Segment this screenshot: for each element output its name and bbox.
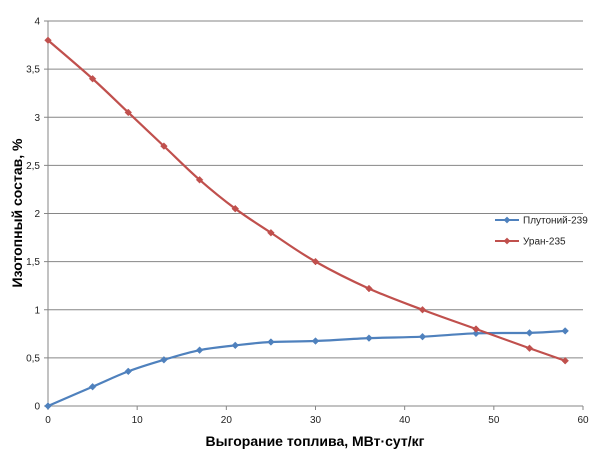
data-point bbox=[195, 346, 204, 354]
data-point bbox=[160, 356, 168, 364]
tick-labels: 00,511,522,533,540 10 20 30 40 50 60 bbox=[26, 17, 589, 427]
data-point bbox=[472, 329, 480, 338]
data-point bbox=[231, 341, 240, 350]
legend: Плутоний-239 Уран-235 bbox=[495, 216, 588, 248]
series bbox=[44, 36, 569, 410]
data-point bbox=[525, 344, 534, 353]
x-axis-title: Выгорание топлива, МВт·сут/кг bbox=[206, 433, 425, 449]
x-tick-label: 30 bbox=[310, 415, 322, 426]
x-tick-label: 40 bbox=[399, 415, 411, 426]
data-point bbox=[525, 329, 534, 337]
series-line-plutonium-239 bbox=[47, 329, 566, 408]
data-point bbox=[124, 367, 133, 376]
data-point bbox=[44, 402, 52, 410]
x-tick-label: 10 bbox=[132, 415, 144, 426]
data-point bbox=[365, 334, 373, 342]
y-tick-label: 1 bbox=[34, 305, 40, 316]
data-point bbox=[418, 305, 427, 314]
data-point bbox=[195, 176, 204, 184]
data-point bbox=[561, 327, 569, 335]
legend-label: Плутоний-239 bbox=[523, 216, 588, 227]
y-axis-title: Изотопный состав, % bbox=[9, 138, 25, 287]
data-point bbox=[561, 357, 569, 365]
legend-item-uranium-235: Уран-235 bbox=[495, 237, 566, 248]
data-point bbox=[124, 108, 133, 117]
data-point bbox=[472, 325, 480, 333]
data-point bbox=[160, 142, 168, 150]
y-tick-label: 2,5 bbox=[26, 161, 40, 172]
y-tick-label: 3,5 bbox=[26, 65, 40, 76]
legend-swatch-marker bbox=[503, 237, 511, 245]
legend-swatch-marker bbox=[503, 216, 511, 224]
y-tick-label: 3 bbox=[34, 113, 40, 124]
data-point bbox=[231, 204, 240, 213]
gridlines bbox=[48, 20, 583, 359]
y-tick-label: 0,5 bbox=[26, 353, 40, 364]
y-tick-label: 2 bbox=[34, 209, 40, 220]
data-point bbox=[267, 228, 275, 237]
data-point bbox=[44, 36, 52, 45]
x-tick-label: 60 bbox=[577, 415, 589, 426]
legend-label: Уран-235 bbox=[523, 237, 566, 248]
x-tick-label: 0 bbox=[45, 415, 51, 426]
y-tick-label: 1,5 bbox=[26, 257, 40, 268]
series-plutonium-239 bbox=[44, 327, 569, 410]
y-tick-label: 4 bbox=[34, 17, 40, 28]
series-uranium-235 bbox=[44, 36, 569, 365]
data-point bbox=[88, 74, 97, 83]
y-tick-label: 0 bbox=[34, 402, 40, 413]
data-point bbox=[88, 382, 97, 391]
legend-item-plutonium-239: Плутоний-239 bbox=[495, 216, 588, 227]
data-point bbox=[267, 338, 275, 346]
series-line-uranium-235 bbox=[47, 39, 566, 362]
data-point bbox=[311, 337, 320, 345]
data-point bbox=[365, 284, 373, 293]
data-point bbox=[311, 257, 320, 266]
x-tick-label: 20 bbox=[221, 415, 233, 426]
x-tick-label: 50 bbox=[488, 415, 500, 426]
data-point bbox=[418, 332, 427, 341]
